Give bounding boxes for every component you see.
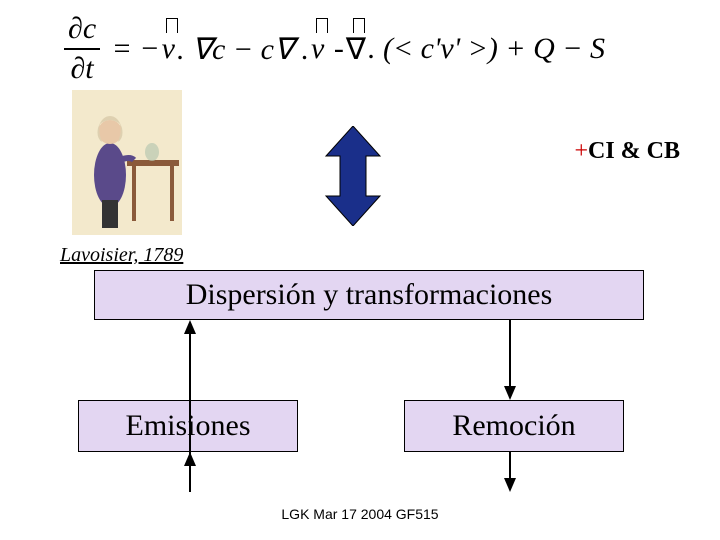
box-dispersion: Dispersión y transformaciones: [94, 270, 644, 320]
lavoisier-portrait: [72, 90, 182, 235]
footer-text: LGK Mar 17 2004 GF515: [0, 506, 720, 522]
bidir-arrow: [318, 126, 388, 231]
cicb-label: +CI & CB: [574, 138, 680, 165]
portrait-legs: [102, 200, 118, 228]
arrow-emissions-below: [180, 452, 200, 492]
portrait-flask: [145, 143, 159, 161]
portrait-table-leg1: [132, 166, 136, 221]
equation-lhs-den: ∂t: [66, 52, 97, 86]
equation-eq: = −: [104, 32, 160, 66]
cicb-text: CI & CB: [588, 138, 680, 164]
equation-avg: . (< c'v' >) + Q − S: [368, 32, 605, 66]
equation-v2: v: [311, 32, 324, 66]
portrait-face: [98, 120, 122, 144]
equation-dot1: . ∇c − c∇ .: [177, 32, 309, 67]
equation-lhs-fraction: ∂c ∂t: [64, 12, 100, 86]
arrow-removal-below: [500, 452, 520, 492]
equation-nabla: ∇: [346, 32, 366, 67]
box-dispersion-label: Dispersión y transformaciones: [186, 278, 553, 312]
equation-v1: v: [162, 32, 175, 66]
equation: ∂c ∂t = − v . ∇c − c∇ . v - ∇ . (< c'v' …: [60, 12, 605, 86]
arrow-removal-down: [500, 320, 520, 400]
bidir-arrow-shape: [326, 126, 380, 226]
portrait-caption: Lavoisier, 1789: [60, 244, 183, 267]
portrait-coat: [94, 143, 126, 207]
box-removal-label: Remoción: [452, 409, 575, 443]
equation-lhs-num: ∂c: [64, 12, 100, 46]
portrait-arm: [120, 158, 134, 160]
box-removal: Remoción: [404, 400, 624, 452]
equation-minus: -: [326, 32, 344, 66]
portrait-table-leg2: [170, 166, 174, 221]
cicb-plus: +: [574, 138, 588, 164]
arrow-emissions-up: [180, 320, 200, 460]
